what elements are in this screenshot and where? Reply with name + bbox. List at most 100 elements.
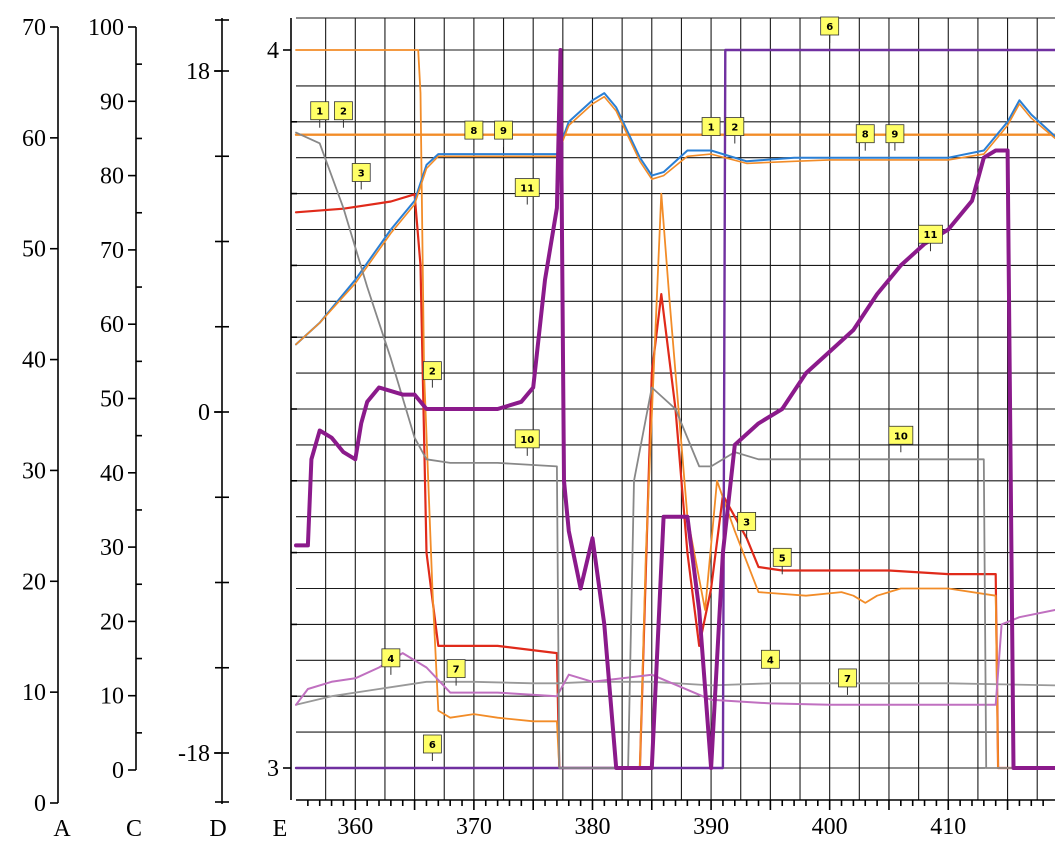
axis-A-tick-label: 0 xyxy=(34,791,46,817)
axis-C-tick-label: 10 xyxy=(100,684,124,710)
axis-A-tick-label: 30 xyxy=(22,458,46,484)
series-tag-box xyxy=(918,224,943,244)
series-tag-box xyxy=(888,425,914,445)
series-tag: 11 xyxy=(918,224,943,252)
series-tag-box xyxy=(446,659,466,679)
series-tag: 2 xyxy=(725,117,745,144)
series-line-6 xyxy=(294,48,1055,770)
series-tag-box xyxy=(760,649,780,669)
series-tag: 4 xyxy=(381,648,401,675)
axis-D-label: D xyxy=(209,816,226,842)
series-line-8 xyxy=(295,92,1055,346)
series-line-7 xyxy=(295,609,1055,706)
series-line-5 xyxy=(295,49,1055,769)
series-tag-box xyxy=(422,361,442,381)
series-tag: 11 xyxy=(514,178,540,205)
series-tag-label: 2 xyxy=(731,123,738,134)
series-tag: 3 xyxy=(351,163,371,190)
axis-C-tick-label: 0 xyxy=(112,758,124,784)
axis-C-tick-label: 60 xyxy=(100,312,124,338)
axis-C-tick-label: 100 xyxy=(88,15,124,41)
series-tag-label: 5 xyxy=(779,553,786,564)
series-tag-box xyxy=(422,734,442,754)
axis-D-tick-label: 0 xyxy=(198,400,210,426)
x-tick-label: 380 xyxy=(574,814,610,840)
series-line-9 xyxy=(295,95,1055,346)
series-line-10 xyxy=(295,131,1055,769)
axis-C-label: C xyxy=(126,816,142,842)
series-tag-box xyxy=(381,648,401,668)
axes: 360 370 380 390 400 410010203040506070A010203… xyxy=(22,15,1044,842)
x-tick-label: 390 xyxy=(693,814,729,840)
axis-C-tick-label: 30 xyxy=(100,535,124,561)
series-tag-label: 9 xyxy=(500,126,507,137)
series-tag: 1 xyxy=(310,101,330,128)
series-tag-box xyxy=(772,547,792,567)
axis-A-label: A xyxy=(53,816,71,842)
series-lines xyxy=(294,48,1055,770)
axis-C-tick-label: 50 xyxy=(100,387,124,413)
series-line-11 xyxy=(294,48,1055,770)
axis-C-tick-label: 70 xyxy=(100,238,124,264)
axis-E-tick-label: 3 xyxy=(267,756,279,782)
axis-E-tick-label: 4 xyxy=(267,38,279,64)
series-tag-label: 6 xyxy=(429,740,436,751)
series-tag-label: 6 xyxy=(826,22,833,33)
series-tag-label: 7 xyxy=(453,665,460,676)
x-tick-label: 360 xyxy=(337,814,373,840)
series-tag-box xyxy=(334,101,353,121)
series-tag-label: 3 xyxy=(743,517,750,528)
axis-C-tick-label: 40 xyxy=(100,461,124,487)
series-tag: 10 xyxy=(888,425,914,453)
series-tag: 9 xyxy=(494,120,513,148)
series-tag-label: 7 xyxy=(844,674,851,685)
series-tag: 7 xyxy=(446,659,466,686)
axis-A-tick-label: 20 xyxy=(22,569,46,595)
series-tag-label: 1 xyxy=(708,123,715,134)
series-tag-box xyxy=(885,124,905,144)
axis-A-tick-label: 10 xyxy=(22,680,46,706)
axis-A-tick-label: 40 xyxy=(22,348,46,374)
x-tick-label: 400 xyxy=(812,814,848,840)
series-tag: 7 xyxy=(838,668,857,695)
series-tag-label: 8 xyxy=(470,126,477,137)
series-tag: 6 xyxy=(422,734,442,761)
axis-C-tick-label: 90 xyxy=(100,89,124,115)
series-tag: 3 xyxy=(737,512,757,539)
axis-C-tick-label: 20 xyxy=(100,609,124,635)
series-tag-box xyxy=(701,117,721,136)
series-tag-label: 1 xyxy=(316,107,323,118)
series-tag-box xyxy=(351,163,371,182)
axis-A-tick-label: 60 xyxy=(22,126,46,152)
series-tag-box xyxy=(494,120,513,140)
plot-grid xyxy=(296,17,1055,801)
x-tick-label: 410 xyxy=(930,814,966,840)
series-tag-label: 2 xyxy=(340,107,347,118)
series-tag: 9 xyxy=(885,124,905,151)
axis-A-tick-label: 50 xyxy=(22,237,46,263)
series-tag-label: 2 xyxy=(429,367,436,378)
series-tag-label: 9 xyxy=(891,130,898,141)
series-tag: 2 xyxy=(334,101,353,128)
series-line-4 xyxy=(295,680,1055,706)
series-tag-label: 3 xyxy=(358,168,365,179)
series-tag-box xyxy=(838,668,857,688)
series-tag: 1 xyxy=(701,117,721,144)
series-tag-box xyxy=(855,124,875,144)
series-tag: 6 xyxy=(820,16,840,43)
series-tag-label: 10 xyxy=(520,435,534,446)
series-tag: 10 xyxy=(514,429,540,456)
series-tag: 8 xyxy=(464,120,484,148)
x-tick-label: 370 xyxy=(456,814,492,840)
series-tag-label: 11 xyxy=(520,184,534,195)
series-tag-box xyxy=(514,178,540,197)
series-tag: 4 xyxy=(760,649,780,677)
series-tag-box xyxy=(310,101,330,121)
series-tag-label: 8 xyxy=(862,130,869,141)
series-tag-label: 4 xyxy=(387,654,394,665)
series-tag-box xyxy=(725,117,745,136)
axis-E-label: E xyxy=(273,816,288,842)
series-tag-box xyxy=(464,120,484,140)
